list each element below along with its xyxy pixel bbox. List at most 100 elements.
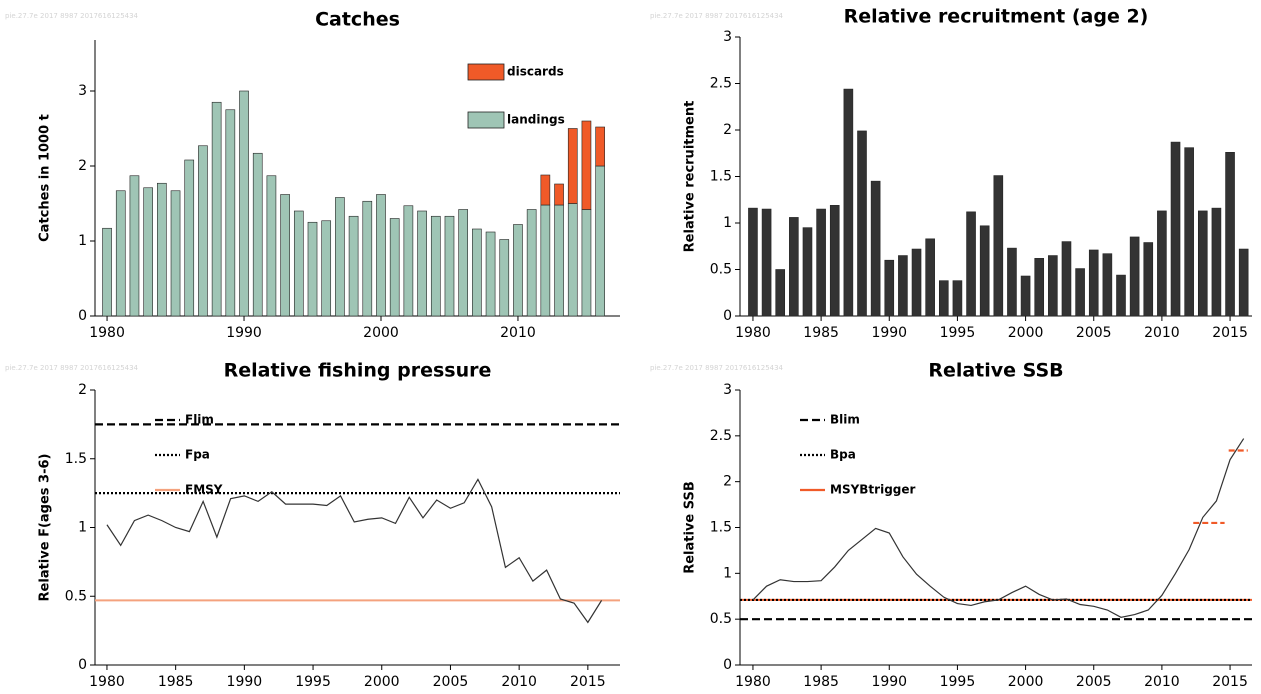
x-tick-label: 2000 — [1008, 325, 1044, 341]
bar — [1184, 147, 1194, 317]
bar — [1157, 210, 1167, 317]
y-tick-label: 0.5 — [710, 611, 732, 627]
bar — [581, 120, 592, 210]
x-tick-label: 1985 — [158, 674, 194, 690]
legend-label: FMSY — [185, 483, 223, 497]
bar — [444, 215, 455, 317]
y-tick-label: 2 — [78, 158, 87, 174]
legend-swatch — [467, 63, 505, 81]
x-tick-label: 2005 — [1076, 674, 1112, 690]
y-tick-label: 1 — [78, 520, 87, 536]
bar — [321, 220, 332, 317]
bar — [595, 165, 605, 317]
legend-label: Flim — [185, 413, 214, 427]
bar — [993, 175, 1004, 317]
y-tick-label: 0 — [78, 308, 87, 324]
y-axis-label: Relative F(ages 3-6) — [38, 454, 53, 602]
bar — [115, 190, 126, 317]
y-tick-label: 2 — [723, 474, 732, 490]
bar — [816, 208, 826, 317]
x-tick-label: 2010 — [501, 674, 537, 690]
bar — [293, 210, 304, 317]
x-tick-label: 2015 — [1212, 325, 1248, 341]
bar — [211, 101, 222, 317]
bar — [1061, 241, 1072, 317]
bar — [102, 227, 112, 317]
y-tick-label: 1.5 — [65, 451, 87, 467]
y-tick-label: 3 — [723, 29, 732, 45]
bar — [403, 205, 414, 317]
bar — [775, 269, 786, 317]
bar — [925, 238, 935, 317]
bar — [157, 182, 167, 317]
y-tick-label: 3 — [78, 83, 87, 99]
y-tick-label: 1.5 — [710, 520, 732, 536]
y-tick-label: 0.5 — [65, 588, 87, 604]
x-tick-label: 2005 — [433, 674, 469, 690]
x-tick-label: 2000 — [1008, 674, 1044, 690]
watermark: pie.27.7e 2017 8987 2017616125434 — [650, 12, 784, 20]
bar — [170, 190, 181, 317]
legend-label: landings — [507, 113, 565, 127]
bar — [129, 175, 140, 317]
x-tick-label: 2015 — [1212, 674, 1248, 690]
bar — [567, 203, 578, 317]
watermark: pie.27.7e 2017 8987 2017616125434 — [5, 364, 139, 372]
y-axis-label: Relative SSB — [683, 481, 698, 574]
bar — [1034, 258, 1045, 317]
bar — [335, 197, 345, 317]
bar — [554, 204, 564, 317]
bar — [829, 205, 840, 317]
bar — [485, 231, 496, 317]
bar — [802, 227, 813, 317]
bar — [184, 159, 195, 317]
data-line — [752, 438, 1245, 618]
bar — [266, 175, 277, 317]
bar — [540, 174, 551, 206]
bar — [239, 90, 249, 317]
bar — [225, 109, 236, 317]
x-tick-label: 2010 — [1144, 325, 1180, 341]
y-axis-label: Catches in 1000 t — [38, 114, 53, 242]
bar — [966, 211, 976, 317]
bar — [376, 194, 386, 317]
x-tick-label: 1995 — [940, 674, 976, 690]
bar — [458, 209, 468, 317]
legend-label: discards — [507, 65, 564, 79]
bar — [1211, 207, 1222, 317]
bar — [198, 145, 208, 317]
y-tick-label: 1 — [78, 233, 87, 249]
y-tick-label: 2 — [78, 382, 87, 398]
bar — [472, 228, 482, 317]
bar — [1007, 247, 1017, 317]
bar — [252, 152, 263, 317]
bar — [1020, 275, 1031, 317]
legend-label: Blim — [830, 413, 860, 427]
y-tick-label: 2.5 — [710, 76, 732, 92]
bar — [554, 183, 564, 206]
y-tick-label: 1.5 — [710, 169, 732, 185]
bar — [143, 187, 153, 317]
bar — [526, 209, 537, 317]
x-tick-label: 2000 — [363, 325, 399, 341]
bar — [843, 88, 854, 317]
bar — [952, 280, 963, 317]
x-tick-label: 1995 — [940, 325, 976, 341]
legend-label: MSYBtrigger — [830, 483, 916, 497]
chart-title: Relative recruitment (age 2) — [844, 6, 1149, 28]
data-line — [106, 478, 603, 624]
x-tick-label: 1990 — [871, 674, 907, 690]
x-tick-label: 1980 — [735, 674, 771, 690]
bar — [1129, 236, 1140, 317]
bar — [1075, 268, 1085, 317]
bar — [348, 215, 359, 317]
y-tick-label: 0.5 — [710, 262, 732, 278]
x-tick-label: 1990 — [226, 325, 262, 341]
bar — [513, 224, 523, 317]
y-tick-label: 1 — [723, 215, 732, 231]
chart-title: Relative SSB — [928, 360, 1063, 382]
bar — [499, 239, 510, 317]
chart-title: Catches — [315, 9, 400, 31]
y-tick-label: 3 — [723, 382, 732, 398]
